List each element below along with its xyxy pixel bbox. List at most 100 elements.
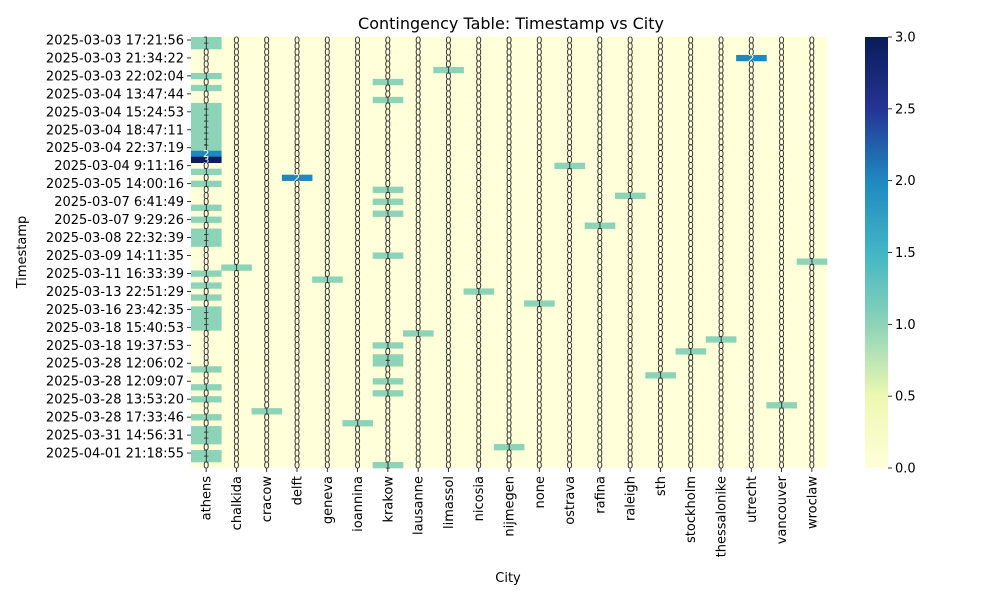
cell-value-label: 0: [415, 323, 421, 334]
cell-value-label: 0: [566, 107, 572, 118]
cell-value-label: 0: [294, 233, 300, 244]
cell-value-label: 0: [415, 347, 421, 358]
cell-value-label: 0: [415, 389, 421, 400]
cell-value-label: 0: [627, 365, 633, 376]
cell-value-label: 1: [385, 359, 391, 370]
heatmap-cell: [251, 408, 283, 415]
cell-value-label: 0: [294, 137, 300, 148]
cell-value-label: 0: [778, 365, 784, 376]
cell-value-label: 0: [476, 275, 482, 286]
heatmap-cell: [372, 96, 404, 104]
cell-value-label: 0: [233, 341, 239, 352]
cell-value-label: 0: [657, 71, 663, 82]
cell-value-label: 0: [476, 167, 482, 178]
cell-value-label: 0: [264, 59, 270, 70]
cell-value-label: 0: [536, 191, 542, 202]
cell-value-label: 0: [324, 41, 330, 52]
cell-value-label: 0: [415, 413, 421, 424]
cell-value-label: 0: [203, 275, 209, 286]
cell-value-label: 0: [536, 449, 542, 460]
cell-value-label: 0: [476, 293, 482, 304]
heatmap-cell: [191, 120, 222, 128]
cell-value-label: 0: [627, 269, 633, 280]
cell-value-label: 0: [354, 395, 360, 406]
cell-value-label: 0: [627, 155, 633, 166]
cell-value-label: 1: [627, 191, 633, 202]
cell-value-label: 0: [445, 59, 451, 70]
cell-value-label: 0: [264, 185, 270, 196]
cell-value-label: 0: [385, 437, 391, 448]
cell-value-label: 0: [809, 311, 815, 322]
cell-value-label: 0: [324, 149, 330, 160]
cell-value-label: 0: [476, 377, 482, 388]
cell-value-label: 0: [445, 179, 451, 190]
cell-value-label: 0: [294, 353, 300, 364]
cell-value-label: 0: [748, 293, 754, 304]
cell-value-label: 0: [506, 269, 512, 280]
cell-value-label: 0: [688, 233, 694, 244]
cell-value-label: 0: [506, 89, 512, 100]
cell-value-label: 0: [445, 191, 451, 202]
cell-value-label: 0: [203, 341, 209, 352]
cell-value-label: 0: [506, 323, 512, 334]
cell-value-label: 0: [718, 191, 724, 202]
cell-value-label: 0: [778, 335, 784, 346]
cell-value-label: 0: [264, 125, 270, 136]
cell-value-label: 0: [415, 275, 421, 286]
cell-value-label: 0: [506, 389, 512, 400]
cell-value-label: 0: [385, 41, 391, 52]
cell-value-label: 0: [264, 131, 270, 142]
colorbar-ticks: 0.00.51.01.52.02.53.0: [888, 31, 916, 477]
cell-value-label: 0: [294, 59, 300, 70]
cell-value-label: 0: [809, 281, 815, 292]
cell-value-label: 0: [445, 371, 451, 382]
cell-value-label: 1: [203, 317, 209, 328]
cell-value-label: 0: [233, 173, 239, 184]
cell-value-label: 0: [688, 119, 694, 130]
cell-value-label: 0: [566, 245, 572, 256]
cell-value-label: 0: [233, 281, 239, 292]
cell-value-label: 0: [506, 263, 512, 274]
cell-value-label: 0: [597, 275, 603, 286]
cell-value-label: 0: [233, 101, 239, 112]
heatmap-cell: [372, 342, 404, 349]
cell-value-label: 0: [264, 353, 270, 364]
cell-value-label: 0: [688, 449, 694, 460]
cell-value-label: 0: [415, 371, 421, 382]
cell-value-label: 0: [718, 221, 724, 232]
cell-value-label: 1: [203, 215, 209, 226]
cell-value-label: 0: [566, 191, 572, 202]
cell-value-label: 1: [385, 95, 391, 106]
cell-value-label: 0: [294, 317, 300, 328]
cell-value-label: 0: [566, 185, 572, 196]
cell-value-label: 0: [203, 65, 209, 76]
cell-value-label: 0: [445, 227, 451, 238]
cell-value-label: 0: [627, 455, 633, 466]
cell-value-label: 0: [294, 371, 300, 382]
cell-value-label: 0: [324, 281, 330, 292]
cell-value-label: 0: [809, 161, 815, 172]
heatmap-cell: [705, 336, 737, 343]
cell-value-label: 0: [415, 311, 421, 322]
cell-value-label: 0: [445, 437, 451, 448]
heatmap-cell: [615, 192, 646, 199]
cell-value-label: 0: [476, 347, 482, 358]
cell-value-label: 0: [476, 395, 482, 406]
cell-value-label: 0: [506, 173, 512, 184]
cell-value-label: 1: [203, 101, 209, 112]
colorbar-tick-label: 1.5: [895, 246, 916, 261]
cell-value-label: 0: [688, 71, 694, 82]
cell-value-label: 0: [748, 311, 754, 322]
cell-value-label: 0: [445, 407, 451, 418]
cell-value-label: 0: [627, 173, 633, 184]
cell-value-label: 0: [809, 239, 815, 250]
cell-value-label: 0: [809, 47, 815, 58]
cell-value-label: 0: [688, 359, 694, 370]
cell-value-label: 0: [476, 143, 482, 154]
cell-value-label: 0: [718, 83, 724, 94]
cell-value-label: 0: [809, 41, 815, 52]
cell-value-label: 1: [203, 239, 209, 250]
cell-value-label: 0: [657, 41, 663, 52]
cell-value-label: 0: [203, 197, 209, 208]
cell-value-label: 0: [294, 275, 300, 286]
